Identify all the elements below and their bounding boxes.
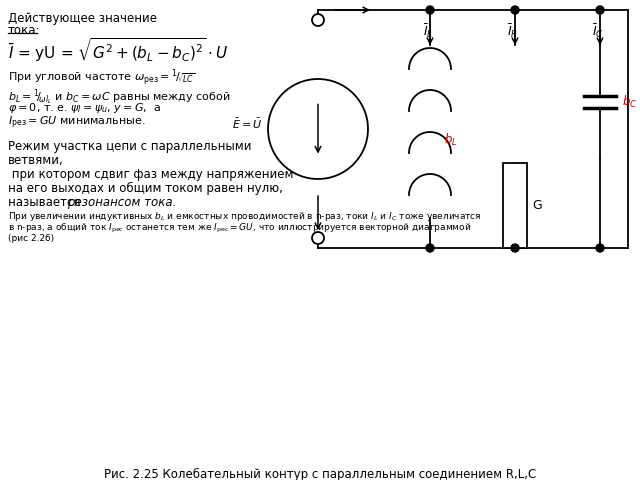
Circle shape (511, 6, 519, 14)
Circle shape (312, 14, 324, 26)
Text: на его выходах и общим током равен нулю,: на его выходах и общим током равен нулю, (8, 182, 283, 195)
Text: При увеличении индуктивных $b_L$ и емкостных проводимостей в n-раз, токи $I_L$ и: При увеличении индуктивных $b_L$ и емкос… (8, 210, 482, 223)
Text: тока:: тока: (8, 24, 40, 37)
Bar (503, 163, 527, 248)
Circle shape (596, 244, 604, 252)
Text: $\bar{I}$ = yU = $\sqrt{G^2 + (b_L - b_C)^2} \cdot U$: $\bar{I}$ = yU = $\sqrt{G^2 + (b_L - b_C… (8, 36, 228, 64)
Text: Действующее значение: Действующее значение (8, 12, 157, 25)
Text: $\bar{I}_L$: $\bar{I}_L$ (423, 22, 433, 40)
Circle shape (312, 232, 324, 244)
Text: при котором сдвиг фаз между напряжением: при котором сдвиг фаз между напряжением (8, 168, 294, 181)
Text: $\bar{I}_R$: $\bar{I}_R$ (508, 22, 518, 40)
Text: (рис 2.2б): (рис 2.2б) (8, 234, 54, 243)
Text: $\varphi = 0$, т. е. $\psi_I = \psi_u$, $y = G$,  а: $\varphi = 0$, т. е. $\psi_I = \psi_u$, … (8, 101, 161, 115)
Text: $\bar{I}$: $\bar{I}$ (349, 0, 356, 3)
Text: Рис. 2.25 Колебательный контур с параллельным соединением R,L,C: Рис. 2.25 Колебательный контур с паралле… (104, 468, 536, 480)
Text: $b_L = {}^1\!/\!_{\omega l_L}$ и $b_C = \omega C$ равны между собой: $b_L = {}^1\!/\!_{\omega l_L}$ и $b_C = … (8, 87, 230, 107)
Text: G: G (532, 199, 541, 212)
Text: При угловой частоте $\omega_{\rm рез} = {}^1\!/\!_{\sqrt{LC}}$: При угловой частоте $\omega_{\rm рез} = … (8, 67, 195, 88)
Text: $\bar{I}_C$: $\bar{I}_C$ (592, 22, 604, 40)
Text: называется: называется (8, 196, 84, 209)
Text: $I_{\rm рез} = GU$ минимальные.: $I_{\rm рез} = GU$ минимальные. (8, 115, 146, 132)
Text: ветвями,: ветвями, (8, 154, 64, 167)
Circle shape (511, 244, 519, 252)
Text: $\bar{E} = \bar{U}$: $\bar{E} = \bar{U}$ (232, 117, 263, 131)
Text: резонансом тока.: резонансом тока. (67, 196, 177, 209)
Circle shape (426, 6, 434, 14)
Text: $b_L$: $b_L$ (444, 132, 458, 148)
Text: в n-раз, а общий ток $I_{\rm рес}$ останется тем же $I_{\rm рес} = GU$, что иллю: в n-раз, а общий ток $I_{\rm рес}$ остан… (8, 222, 471, 235)
Text: $b_C$: $b_C$ (622, 94, 637, 109)
Circle shape (426, 244, 434, 252)
Text: Режим участка цепи с параллельными: Режим участка цепи с параллельными (8, 140, 252, 153)
Circle shape (596, 6, 604, 14)
